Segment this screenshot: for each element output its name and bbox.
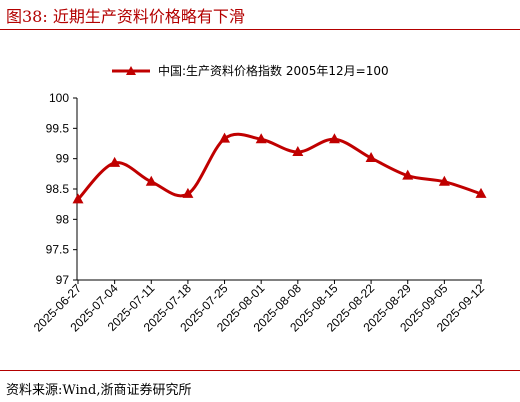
data-point-marker (475, 187, 487, 198)
source-text: 资料来源:Wind,浙商证券研究所 (6, 383, 192, 398)
legend-label: 中国:生产资料价格指数 2005年12月=100 (158, 63, 389, 78)
axes (73, 97, 482, 284)
data-point-marker (365, 152, 377, 163)
y-tick-label: 100 (49, 91, 69, 105)
data-point-marker (219, 132, 231, 143)
legend-marker-swatch (126, 66, 136, 75)
legend: 中国:生产资料价格指数 2005年12月=100 (112, 63, 389, 78)
data-point-marker (182, 187, 194, 198)
y-tick-label: 97.5 (46, 243, 70, 257)
series-layer (72, 132, 487, 204)
data-point-marker (328, 133, 340, 144)
figure-title-bar: 图38: 近期生产资料价格略有下滑 (0, 0, 520, 30)
data-point-marker (402, 169, 414, 180)
line-chart: 中国:生产资料价格指数 2005年12月=100 9797.59898.5999… (31, 63, 488, 335)
y-tick-label: 97 (56, 273, 70, 287)
data-point-marker (72, 193, 84, 204)
y-tick-label: 99.5 (46, 121, 70, 135)
source-bar: 资料来源:Wind,浙商证券研究所 (0, 370, 520, 402)
data-point-marker (109, 156, 121, 167)
y-tick-label: 98.5 (46, 182, 70, 196)
data-point-marker (292, 145, 304, 156)
figure-title: 图38: 近期生产资料价格略有下滑 (6, 7, 245, 26)
y-tick-labels: 97 97.5 98 98.5 99 99.5 100 (46, 91, 70, 287)
data-point-marker (145, 175, 157, 186)
data-point-marker (438, 175, 450, 186)
y-tick-label: 98 (56, 212, 70, 226)
series-line (76, 132, 482, 201)
y-tick-label: 99 (56, 152, 70, 166)
data-point-marker (255, 133, 267, 144)
x-tick-labels: 2025-06-272025-07-042025-07-112025-07-18… (31, 281, 488, 335)
